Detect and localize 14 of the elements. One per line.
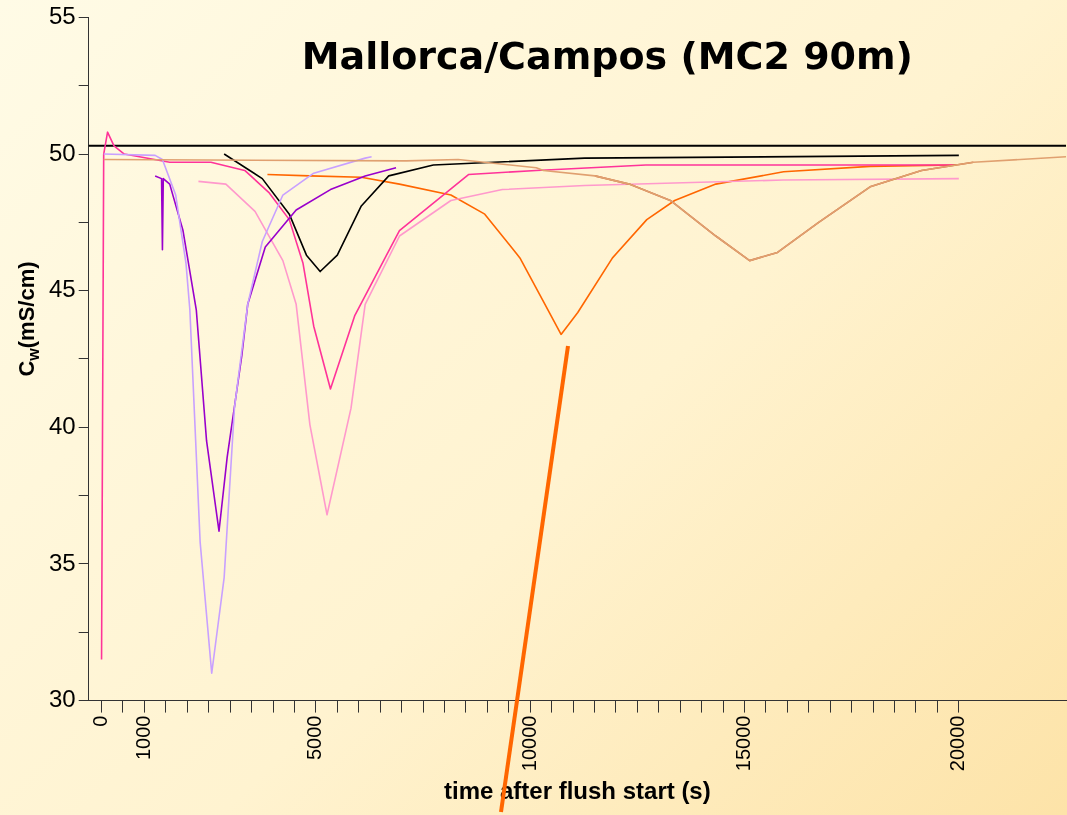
x-tick-label: 1000	[131, 715, 154, 761]
y-tick-label: 30	[48, 685, 76, 713]
x-tick-label: 0	[89, 715, 112, 727]
x-tick-label: 15000	[732, 715, 755, 772]
x-tick-label: 20000	[946, 715, 969, 772]
x-tick-label: 5000	[303, 715, 326, 761]
y-tick-label: 35	[48, 548, 76, 576]
y-tick-label: 55	[48, 2, 76, 30]
x-tick-label: 10000	[517, 715, 540, 772]
y-tick-label: 45	[48, 275, 76, 303]
text: Mallorca/Campos (MC2 90m)	[301, 34, 913, 79]
y-tick-label: 50	[48, 138, 76, 166]
y-axis-title: Cw(mS/cm)	[14, 261, 43, 377]
y-tick-label: 40	[48, 411, 76, 439]
